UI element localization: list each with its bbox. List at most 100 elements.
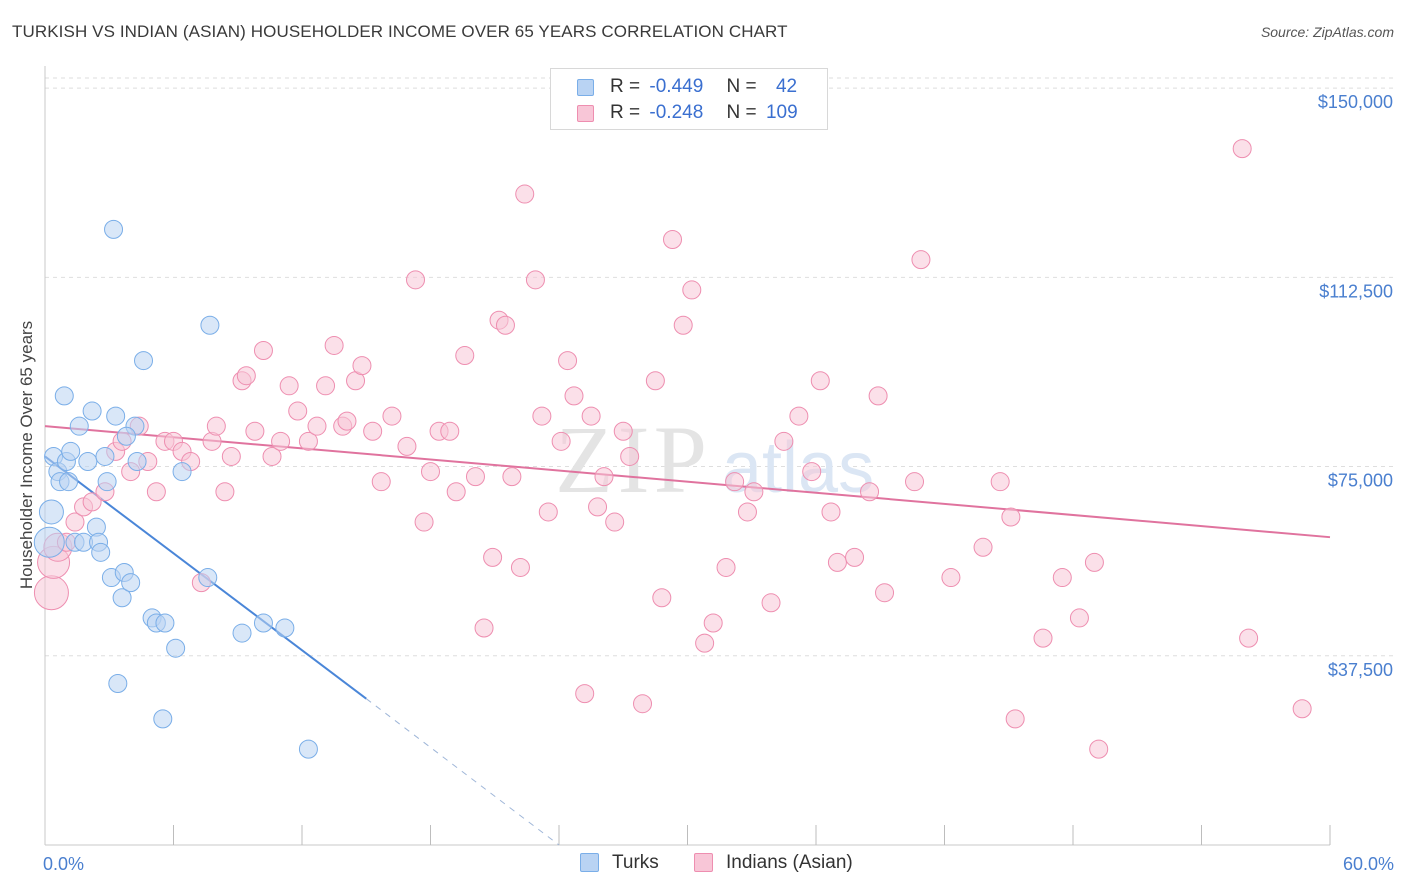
point-indians — [33, 575, 69, 611]
point-turks — [33, 526, 65, 558]
point-indians — [905, 472, 925, 492]
point-turks — [200, 315, 220, 335]
point-indians — [744, 482, 764, 502]
watermark: ZIP atlas — [555, 406, 874, 513]
point-indians — [465, 467, 485, 487]
point-indians — [860, 482, 880, 502]
point-turks — [275, 618, 295, 638]
turks-legend-label: Turks — [612, 852, 659, 873]
point-indians — [382, 406, 402, 426]
point-indians — [515, 184, 535, 204]
n-label: N = — [726, 102, 757, 123]
point-indians — [575, 684, 595, 704]
tick-labels: $37,500 $75,000 $112,500 $150,000 — [1318, 92, 1393, 680]
point-indians — [474, 618, 494, 638]
turks-legend-swatch — [580, 853, 599, 872]
point-turks — [155, 613, 175, 633]
point-turks — [134, 351, 154, 371]
point-turks — [127, 452, 147, 471]
point-indians — [271, 431, 291, 451]
point-turks — [108, 674, 128, 694]
stats-legend: R = -0.449 N = 42 R = -0.248 N = 109 — [550, 68, 828, 130]
point-indians — [663, 229, 683, 249]
point-indians — [973, 537, 993, 557]
point-indians — [594, 467, 614, 487]
point-indians — [633, 694, 653, 714]
r-value: -0.449 — [649, 76, 704, 97]
point-indians — [810, 371, 830, 391]
point-turks — [153, 709, 173, 729]
point-indians — [845, 547, 865, 567]
point-indians — [363, 421, 383, 441]
point-indians — [789, 406, 809, 426]
point-turks — [69, 416, 89, 436]
point-indians — [1052, 568, 1072, 588]
point-indians — [1084, 552, 1104, 572]
point-turks — [61, 441, 81, 461]
y-tick-label: $75,000 — [1328, 471, 1393, 491]
trend-line-turks-extrapolated — [365, 698, 560, 846]
point-indians — [703, 613, 723, 633]
point-indians — [620, 446, 640, 466]
y-tick-label: $112,500 — [1319, 281, 1393, 301]
point-indians — [875, 583, 895, 603]
r-label: R = — [610, 76, 641, 97]
point-indians — [551, 431, 571, 451]
point-indians — [558, 351, 578, 371]
point-indians — [613, 421, 633, 441]
point-indians — [483, 547, 503, 567]
r-label: R = — [610, 102, 641, 123]
point-indians — [502, 467, 522, 487]
point-turks — [104, 219, 124, 239]
source-credit: Source: ZipAtlas.com — [1260, 24, 1394, 40]
point-turks — [172, 462, 192, 482]
point-indians — [588, 497, 608, 517]
point-turks — [54, 386, 74, 406]
point-turks — [95, 446, 115, 466]
point-indians — [262, 446, 282, 466]
point-indians — [1292, 699, 1312, 719]
point-indians — [1033, 628, 1053, 648]
y-axis-title: Householder Income Over 65 years — [17, 321, 36, 589]
n-value: 42 — [775, 76, 798, 97]
point-indians — [645, 371, 665, 391]
point-indians — [414, 512, 434, 532]
point-indians — [215, 482, 235, 502]
point-indians — [725, 472, 745, 492]
point-turks — [166, 638, 186, 658]
point-turks — [106, 406, 126, 426]
point-indians — [1232, 139, 1252, 159]
point-indians — [421, 462, 440, 482]
point-indians — [532, 406, 552, 426]
point-indians — [941, 568, 961, 588]
point-indians — [510, 557, 530, 577]
point-indians — [397, 436, 417, 456]
point-indians — [716, 557, 736, 577]
point-indians — [761, 593, 781, 613]
indians-swatch — [577, 105, 594, 122]
point-turks — [38, 499, 64, 525]
point-indians — [298, 431, 318, 451]
point-turks — [112, 588, 132, 608]
point-indians — [146, 482, 166, 502]
point-indians — [455, 346, 475, 366]
point-indians — [652, 588, 672, 608]
r-value: -0.248 — [649, 102, 704, 123]
point-indians — [245, 421, 265, 441]
point-indians — [307, 416, 327, 436]
point-indians — [802, 462, 822, 482]
chart-title: TURKISH VS INDIAN (ASIAN) HOUSEHOLDER IN… — [12, 22, 788, 41]
point-indians — [337, 411, 357, 431]
indians-legend-swatch — [694, 853, 713, 872]
point-turks — [97, 472, 117, 492]
turks-swatch — [577, 79, 594, 96]
point-indians — [1069, 608, 1089, 628]
point-indians — [1001, 507, 1021, 527]
point-indians — [446, 482, 466, 502]
n-label: N = — [726, 76, 757, 97]
x-tick-label-min: 0.0% — [43, 854, 84, 874]
point-indians — [206, 416, 226, 436]
point-indians — [827, 552, 847, 572]
point-indians — [695, 633, 715, 653]
point-indians — [82, 492, 102, 512]
